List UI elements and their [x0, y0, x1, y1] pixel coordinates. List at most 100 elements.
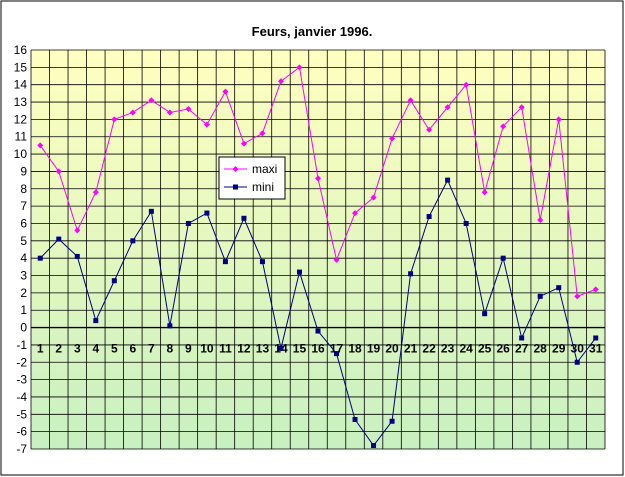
legend-label: maxi [252, 162, 277, 176]
data-point-maxi [463, 81, 470, 88]
data-point-mini [371, 443, 377, 449]
data-point-maxi [555, 116, 562, 123]
x-tick-label: 1 [37, 342, 44, 356]
data-point-mini [148, 208, 154, 214]
series-layer [37, 64, 599, 449]
data-point-maxi [370, 194, 377, 201]
data-point-mini [352, 417, 358, 423]
x-axis-ticks: 1234567891011121314151617181920212223242… [37, 342, 603, 356]
x-tick-label: 12 [237, 342, 251, 356]
data-point-mini [241, 215, 247, 221]
x-tick-label: 16 [311, 342, 325, 356]
data-point-maxi [296, 64, 303, 71]
data-point-maxi [407, 97, 414, 104]
y-tick-label: 14 [14, 78, 28, 92]
x-tick-label: 4 [92, 342, 99, 356]
data-point-mini [315, 328, 321, 334]
y-tick-label: 13 [14, 95, 28, 109]
legend-item-maxi: maxi [224, 162, 277, 176]
data-point-mini [74, 253, 80, 259]
grid [30, 49, 606, 450]
x-tick-label: 28 [534, 342, 548, 356]
data-point-mini [334, 351, 340, 357]
data-point-mini [426, 214, 432, 220]
x-tick-label: 21 [404, 342, 418, 356]
data-point-mini [222, 259, 228, 265]
data-point-maxi [222, 88, 229, 95]
data-point-mini [389, 418, 395, 424]
y-tick-label: -1 [16, 338, 27, 352]
x-tick-label: 10 [200, 342, 214, 356]
x-tick-label: 26 [496, 342, 510, 356]
data-point-maxi [574, 293, 581, 300]
x-tick-label: 5 [111, 342, 118, 356]
y-tick-label: 4 [20, 251, 27, 265]
x-tick-label: 15 [293, 342, 307, 356]
data-point-mini [593, 335, 599, 341]
data-point-mini [463, 220, 469, 226]
x-tick-label: 11 [219, 342, 232, 356]
data-point-maxi [92, 189, 99, 196]
x-tick-label: 6 [129, 342, 136, 356]
x-tick-label: 24 [459, 342, 473, 356]
data-point-maxi [444, 104, 451, 111]
data-point-maxi [518, 104, 525, 111]
data-point-mini [482, 311, 488, 317]
y-tick-label: 12 [14, 112, 28, 126]
x-tick-label: 19 [367, 342, 381, 356]
y-tick-label: -3 [16, 373, 27, 387]
data-point-maxi [74, 227, 81, 234]
data-point-mini [574, 359, 580, 365]
data-point-maxi [240, 140, 247, 147]
x-tick-label: 20 [385, 342, 399, 356]
legend-marker [233, 184, 238, 190]
x-tick-label: 9 [185, 342, 192, 356]
data-point-mini [185, 220, 191, 226]
plot-area [31, 50, 605, 449]
y-tick-label: 11 [15, 130, 28, 144]
data-point-maxi [481, 189, 488, 196]
x-tick-label: 27 [515, 342, 529, 356]
data-point-mini [56, 236, 62, 242]
x-tick-label: 8 [167, 342, 174, 356]
data-point-mini [556, 285, 562, 291]
y-tick-label: 1 [20, 303, 27, 317]
data-point-maxi [592, 286, 599, 293]
y-tick-label: -2 [16, 355, 27, 369]
y-tick-label: 8 [20, 182, 27, 196]
legend-label: mini [252, 180, 274, 194]
data-point-maxi [259, 130, 266, 137]
data-point-maxi [352, 210, 359, 217]
data-point-maxi [148, 97, 155, 104]
x-tick-label: 25 [478, 342, 492, 356]
y-tick-label: 10 [14, 147, 28, 161]
y-tick-label: 3 [20, 269, 27, 283]
data-point-maxi [500, 123, 507, 130]
data-point-maxi [315, 175, 321, 182]
y-tick-label: 2 [20, 286, 27, 300]
y-tick-label: -7 [16, 442, 27, 456]
y-tick-label: 0 [20, 321, 27, 335]
data-point-mini [278, 345, 284, 351]
legend: maxi mini [218, 156, 286, 200]
data-point-maxi [166, 109, 173, 116]
data-point-mini [93, 318, 99, 324]
series-maxi [37, 64, 599, 300]
data-point-maxi [426, 126, 433, 133]
y-tick-label: 6 [20, 216, 27, 230]
y-tick-label: -4 [16, 390, 27, 404]
x-tick-label: 23 [441, 342, 455, 356]
y-tick-label: -5 [16, 407, 27, 421]
data-point-maxi [537, 217, 544, 224]
legend-item-mini: mini [224, 180, 274, 194]
data-point-maxi [55, 168, 62, 175]
legend-marker [232, 166, 239, 172]
y-tick-label: 7 [20, 199, 27, 213]
series-mini [37, 177, 599, 449]
y-tick-label: 16 [14, 43, 28, 57]
x-tick-label: 30 [571, 342, 585, 356]
data-point-mini [37, 255, 43, 261]
x-tick-label: 29 [552, 342, 566, 356]
